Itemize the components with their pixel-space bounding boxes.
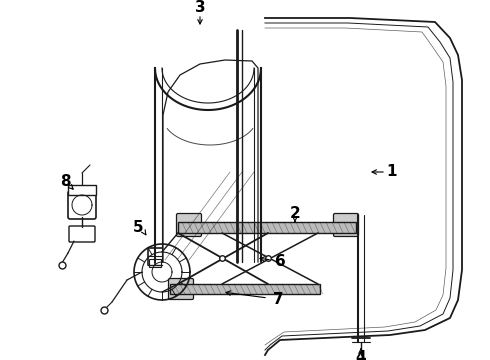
Text: 5: 5 — [133, 220, 143, 235]
Bar — [149, 259, 161, 267]
FancyBboxPatch shape — [69, 226, 95, 242]
Text: 3: 3 — [195, 0, 205, 15]
Bar — [68, 185, 96, 195]
Text: 7: 7 — [273, 292, 283, 307]
FancyBboxPatch shape — [176, 213, 201, 237]
Text: 6: 6 — [274, 255, 285, 270]
Text: 8: 8 — [60, 175, 70, 189]
Text: 1: 1 — [387, 165, 397, 180]
FancyBboxPatch shape — [334, 213, 359, 237]
Bar — [170, 284, 320, 294]
FancyBboxPatch shape — [68, 191, 96, 219]
Text: 4: 4 — [356, 351, 367, 360]
Text: 2: 2 — [290, 206, 300, 220]
FancyBboxPatch shape — [169, 279, 194, 300]
Bar — [178, 222, 356, 233]
